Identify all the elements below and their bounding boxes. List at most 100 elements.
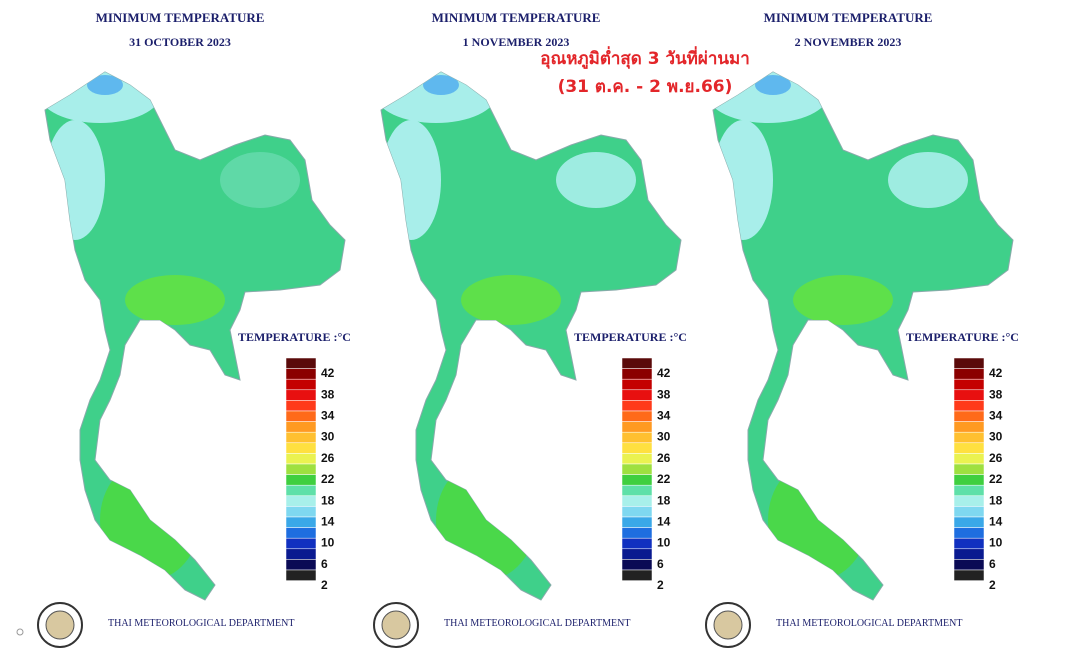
- legend-swatch: [621, 368, 653, 380]
- legend-label: 10: [657, 536, 671, 550]
- cool-zone: [755, 75, 791, 95]
- legend-swatch: [285, 516, 317, 528]
- legend-swatch: [285, 463, 317, 475]
- legend-label: 34: [321, 408, 335, 422]
- legend-swatch: [621, 495, 653, 507]
- cool-zone: [381, 120, 441, 240]
- legend-label: 38: [321, 387, 335, 401]
- warm-zone: [100, 460, 200, 580]
- legend-label: 38: [989, 387, 1003, 401]
- cool-zone: [888, 152, 968, 208]
- legend-label: 14: [657, 514, 671, 528]
- legend-label: 34: [989, 408, 1003, 422]
- legend-swatch: [621, 484, 653, 497]
- legend-swatch: [285, 474, 317, 486]
- legend-swatch: [953, 527, 985, 539]
- legend-swatch: [621, 474, 653, 486]
- legend-label: 6: [321, 557, 328, 571]
- legend-swatch: [953, 548, 985, 560]
- warm-zone: [125, 275, 225, 325]
- legend-label: 26: [989, 451, 1003, 465]
- legend-label: 42: [657, 366, 671, 380]
- legend-swatch: [953, 569, 985, 581]
- legend-label: 6: [657, 557, 664, 571]
- legend-swatch: [621, 410, 653, 422]
- legend-swatch: [621, 463, 653, 475]
- footer-text: THAI METEOROLOGICAL DEPARTMENT: [444, 618, 630, 629]
- legend-swatch: [285, 569, 317, 581]
- legend-label: 22: [657, 472, 671, 486]
- legend-swatch: [621, 559, 653, 571]
- map-panel: MINIMUM TEMPERATURE 2 NOVEMBER 2023 TEMPER…: [705, 10, 1019, 648]
- legend-swatch: [621, 421, 653, 433]
- legend-swatch: [285, 400, 317, 412]
- legend-swatch: [621, 506, 653, 518]
- seal-inner: [713, 610, 743, 640]
- cool-zone: [87, 75, 123, 95]
- legend-swatch: [953, 442, 985, 454]
- legend-swatch: [953, 559, 985, 571]
- legend-swatch: [285, 442, 317, 454]
- legend-label: 30: [989, 430, 1003, 444]
- legend-swatch: [621, 378, 653, 391]
- cool-zone: [423, 75, 459, 95]
- legend-label: 6: [989, 557, 996, 571]
- legend-swatch: [621, 431, 653, 444]
- legend-swatch: [953, 357, 985, 369]
- legend-label: 2: [321, 578, 328, 592]
- seal-inner: [381, 610, 411, 640]
- legend-swatch: [285, 484, 317, 497]
- map-date: 31 OCTOBER 2023: [129, 35, 231, 49]
- warm-zone: [793, 275, 893, 325]
- legend-swatch: [621, 516, 653, 528]
- map-title: MINIMUM TEMPERATURE: [96, 10, 265, 25]
- legend-swatch: [953, 378, 985, 391]
- legend-swatch: [621, 527, 653, 539]
- cool-zone: [556, 152, 636, 208]
- legend-swatch: [285, 506, 317, 518]
- legend-swatch: [953, 421, 985, 433]
- legend-swatch: [953, 368, 985, 380]
- legend-swatch: [285, 548, 317, 560]
- legend-swatch: [621, 442, 653, 454]
- legend-label: 18: [657, 493, 671, 507]
- legend-swatch: [621, 548, 653, 560]
- legend-swatch: [953, 410, 985, 422]
- legend-swatch: [285, 431, 317, 444]
- legend-swatch: [953, 431, 985, 444]
- overlay-line2: (31 ต.ค. - 2 พ.ย.66): [558, 77, 733, 97]
- legend-label: 14: [989, 514, 1003, 528]
- legend-swatch: [285, 527, 317, 539]
- legend-label: 30: [321, 430, 335, 444]
- legend-label: 30: [657, 430, 671, 444]
- legend-swatch: [953, 400, 985, 412]
- legend-swatch: [285, 389, 317, 401]
- legend-swatch: [285, 378, 317, 391]
- legend-swatch: [621, 453, 653, 465]
- legend-label: 22: [321, 472, 335, 486]
- cool-zone: [713, 120, 773, 240]
- legend-swatch: [953, 506, 985, 518]
- legend-swatch: [953, 474, 985, 486]
- legend-title: TEMPERATURE :°C: [238, 330, 351, 344]
- legend-swatch: [621, 400, 653, 412]
- legend-swatch: [621, 357, 653, 369]
- legend-swatch: [285, 495, 317, 507]
- map-title: MINIMUM TEMPERATURE: [432, 10, 601, 25]
- legend-swatch: [953, 453, 985, 465]
- legend-swatch: [285, 410, 317, 422]
- legend-label: 10: [321, 536, 335, 550]
- legend-label: 38: [657, 387, 671, 401]
- legend-swatch: [953, 537, 985, 550]
- overlay-line1: อุณหภูมิต่ำสุด 3 วันที่ผ่านมา: [540, 46, 750, 70]
- footer-text: THAI METEOROLOGICAL DEPARTMENT: [108, 618, 294, 629]
- cool-zone: [220, 152, 300, 208]
- legend-swatch: [285, 357, 317, 369]
- warm-zone: [461, 275, 561, 325]
- legend-label: 2: [989, 578, 996, 592]
- legend-swatch: [953, 389, 985, 401]
- legend-title: TEMPERATURE :°C: [574, 330, 687, 344]
- legend-label: 2: [657, 578, 664, 592]
- warm-zone: [768, 460, 868, 580]
